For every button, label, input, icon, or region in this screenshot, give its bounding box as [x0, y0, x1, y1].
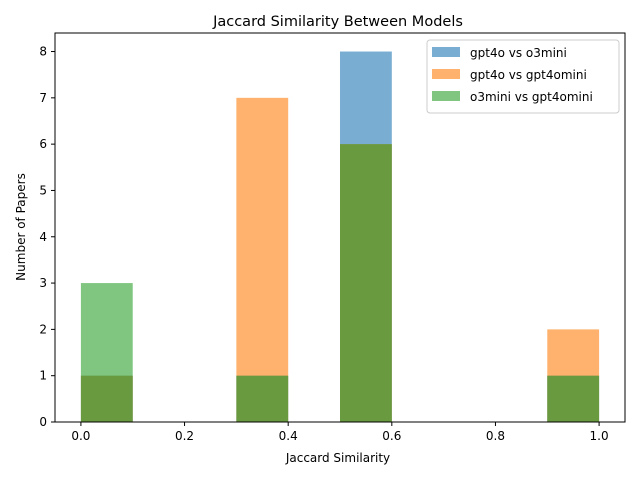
x-tick-label: 0.0	[71, 429, 90, 443]
y-tick-label: 8	[39, 45, 47, 59]
bar-series-3-bin-6	[340, 144, 392, 422]
y-tick-label: 2	[39, 322, 47, 336]
legend-label: gpt4o vs gpt4omini	[470, 68, 587, 82]
y-tick-label: 5	[39, 183, 47, 197]
x-tick-label: 0.2	[175, 429, 194, 443]
legend-swatch	[432, 47, 460, 57]
bar-series-3-bin-1	[80, 283, 133, 422]
chart-title: Jaccard Similarity Between Models	[212, 14, 463, 30]
x-tick-label: 0.6	[382, 429, 401, 443]
legend-items: gpt4o vs o3mini gpt4o vs gpt4omini o3mini …	[432, 46, 593, 104]
x-axis-ticks: 0.0 0.2 0.4 0.6 0.8 1.0	[71, 422, 609, 443]
y-tick-label: 1	[39, 369, 47, 383]
legend-swatch	[432, 91, 460, 101]
plot-area-frame	[54, 32, 626, 423]
y-tick-label: 3	[39, 276, 47, 290]
bar-series-3-bin-10	[547, 375, 600, 422]
x-tick-label: 0.4	[279, 429, 298, 443]
legend-label: gpt4o vs o3mini	[470, 46, 567, 60]
legend-label: o3mini vs gpt4omini	[470, 90, 593, 104]
bars-layer	[80, 51, 600, 423]
x-tick-label: 0.8	[486, 429, 505, 443]
bar-series-2-bin-4	[236, 97, 289, 422]
y-axis-ticks: 0 1 2 3 4 5 6 7 8	[39, 45, 55, 429]
legend-swatch	[432, 69, 460, 79]
y-axis-label: Number of Papers	[14, 173, 28, 281]
x-axis-label: Jaccard Similarity	[285, 451, 390, 465]
legend-box	[426, 39, 620, 114]
y-tick-label: 6	[39, 137, 47, 151]
x-tick-label: 1.0	[590, 429, 609, 443]
y-tick-label: 7	[39, 91, 47, 105]
legend: gpt4o vs o3mini gpt4o vs gpt4omini o3mini …	[426, 39, 620, 114]
bar-series-3-bin-4	[236, 375, 289, 422]
y-tick-label: 4	[39, 230, 47, 244]
y-tick-label: 0	[39, 415, 47, 429]
